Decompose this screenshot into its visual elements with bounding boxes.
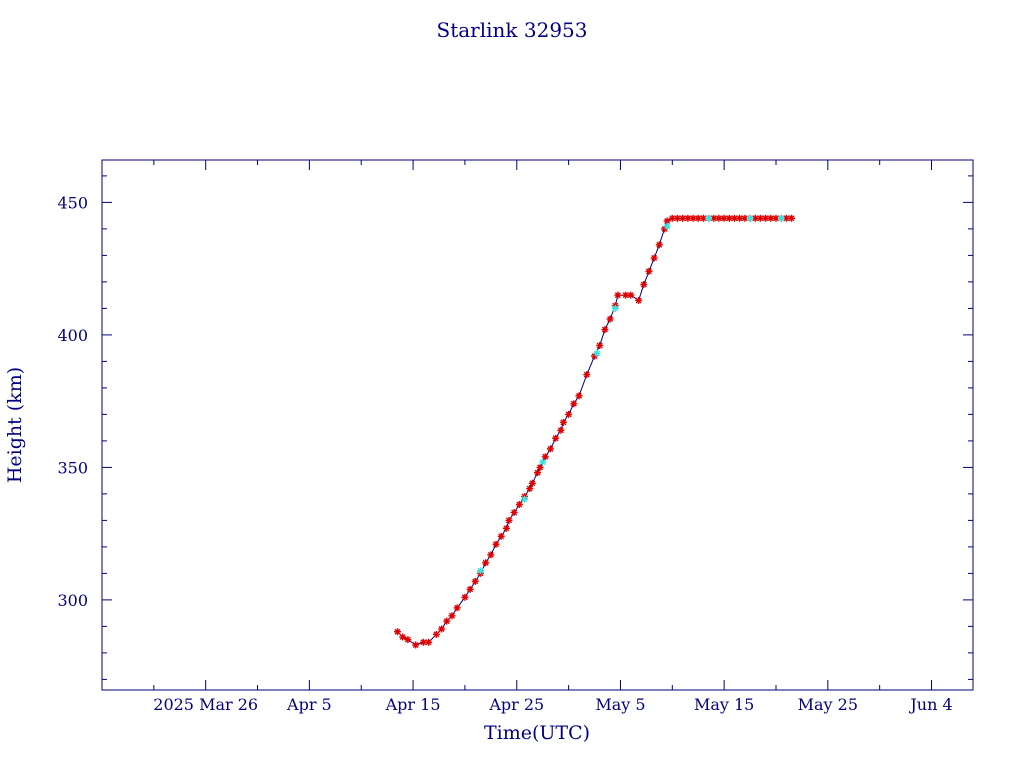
y-tick-labels: 300 350 400 450: [57, 193, 88, 610]
y-tick-label: 350: [57, 458, 88, 477]
y-axis-label: Height (km): [4, 367, 26, 483]
data-point: [546, 445, 554, 453]
data-point: [471, 577, 479, 585]
data-point: [502, 524, 510, 532]
data-point: [694, 214, 702, 222]
data-point: [536, 463, 544, 471]
x-tick-label: 2025 Mar 26: [153, 695, 258, 714]
data-point: [756, 214, 764, 222]
data-point: [515, 501, 523, 508]
data-point: [492, 540, 500, 548]
data-point: [689, 214, 697, 222]
data-point: [526, 485, 534, 493]
x-tick-labels: 2025 Mar 26 Apr 5 Apr 15 Apr 25 May 5 May 15 M…: [153, 695, 952, 714]
x-tick-label: Apr 5: [286, 695, 332, 714]
data-point: [640, 281, 648, 289]
data-point: [425, 638, 433, 646]
x-tick-label: May 5: [595, 695, 645, 714]
data-point: [614, 291, 622, 299]
y-tick-label: 450: [57, 193, 88, 212]
y-tick-label: 300: [57, 591, 88, 610]
data-point: [559, 418, 567, 426]
data-point: [557, 426, 565, 434]
highlight-point: [746, 214, 754, 222]
data-point: [461, 593, 469, 601]
data-point: [541, 453, 549, 461]
highlight-point: [777, 214, 785, 222]
data-point: [482, 559, 490, 567]
plot-frame: [101, 159, 974, 691]
data-point: [510, 508, 518, 516]
data-point: [606, 315, 614, 323]
data-point: [399, 633, 407, 641]
data-point: [466, 585, 474, 593]
highlight-point: [593, 349, 601, 357]
data-point: [497, 532, 505, 540]
highlight-point: [663, 222, 671, 230]
highlight-point: [539, 458, 547, 466]
x-tick-label: Apr 15: [385, 695, 441, 714]
data-point: [534, 469, 541, 477]
data-point: [601, 326, 609, 334]
x-tick-label: Apr 25: [488, 695, 544, 714]
data-point: [453, 604, 461, 612]
x-tick-label: Jun 4: [908, 695, 952, 714]
data-point: [438, 625, 446, 633]
height-trend-line: [397, 217, 792, 646]
data-point: [552, 434, 560, 442]
data-point: [404, 636, 412, 644]
highlight-markers: [476, 214, 785, 575]
data-point: [650, 254, 658, 262]
data-point: [655, 241, 663, 249]
data-point: [788, 214, 796, 222]
data-point: [731, 214, 739, 222]
axis-ticks: [101, 160, 973, 690]
height-markers: [394, 214, 796, 649]
highlight-point: [521, 495, 529, 503]
y-tick-label: 400: [57, 326, 88, 345]
data-point: [645, 267, 653, 275]
data-point: [575, 392, 583, 400]
data-point: [412, 641, 420, 649]
data-point: [570, 400, 578, 408]
chart-title: Starlink 32953: [437, 18, 588, 42]
x-tick-label: May 25: [798, 695, 858, 714]
data-point: [432, 630, 440, 638]
data-point: [673, 214, 681, 222]
data-point: [736, 214, 744, 222]
data-point: [443, 617, 451, 625]
data-point: [448, 612, 456, 620]
highlight-point: [476, 567, 484, 575]
highlight-point: [705, 214, 713, 222]
data-point: [596, 342, 604, 349]
data-point: [583, 371, 591, 379]
data-point: [487, 551, 495, 559]
data-point: [394, 628, 402, 636]
data-point: [528, 479, 536, 487]
x-axis-label: Time(UTC): [484, 722, 590, 744]
data-point: [627, 291, 635, 299]
data-point: [505, 516, 513, 524]
x-tick-label: May 15: [694, 695, 754, 714]
data-point: [635, 296, 643, 304]
highlight-point: [611, 304, 619, 312]
data-point: [565, 410, 573, 418]
